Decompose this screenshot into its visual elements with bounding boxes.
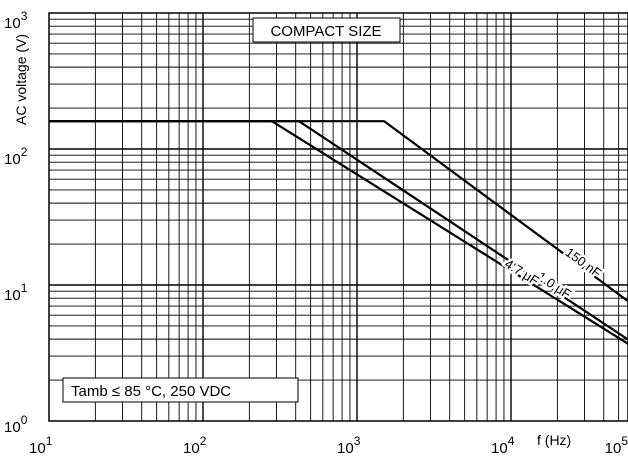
x-tick-label: 104 — [491, 434, 515, 457]
y-tick-label: 101 — [4, 281, 28, 304]
series-label: 150 nF — [563, 245, 605, 281]
series-label: 4.7 μF — [502, 256, 541, 288]
condition-box-bg — [62, 377, 299, 403]
y-tick-label: 103 — [4, 9, 28, 32]
grid — [49, 13, 628, 421]
x-tick-label: 105 — [605, 434, 628, 457]
series-labels: 150 nF1.0 μF4.7 μF — [500, 242, 607, 304]
header-box-bg — [252, 17, 401, 43]
x-tick-label: 101 — [29, 434, 53, 457]
y-tick-label: 102 — [4, 145, 28, 168]
y-axis-label: AC voltage (V) — [13, 34, 29, 125]
header-box-text: COMPACT SIZE — [270, 23, 381, 40]
series-lines — [49, 120, 628, 346]
x-axis-label-bg — [532, 428, 598, 450]
condition-box-text: Tamb ≤ 85 °C, 250 VDC — [71, 383, 231, 400]
y-tick-label: 100 — [4, 413, 28, 436]
x-tick-label: 103 — [337, 434, 361, 457]
plot-frame — [48, 12, 628, 422]
x-axis-label: f (Hz) — [537, 432, 571, 448]
x-tick-label: 102 — [183, 434, 207, 457]
series-line — [49, 120, 628, 303]
series-line — [49, 120, 628, 346]
